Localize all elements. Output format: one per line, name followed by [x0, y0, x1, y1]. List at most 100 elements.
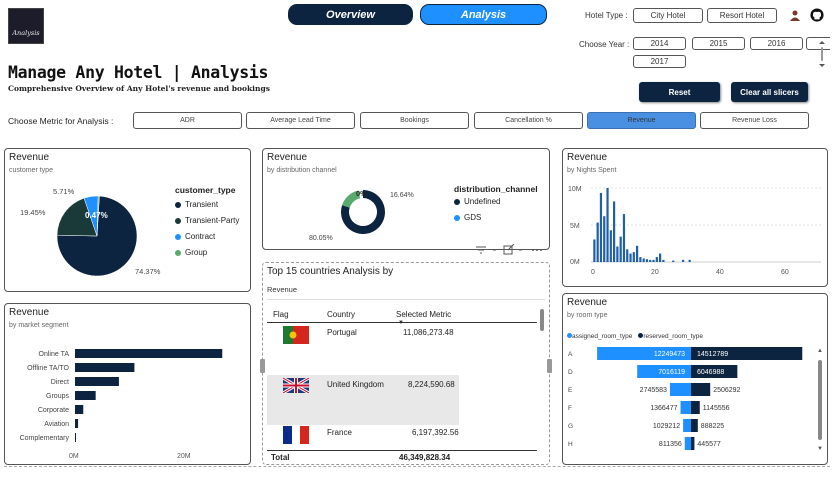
bar-corporate[interactable]: [75, 405, 84, 414]
nav-analysis-button[interactable]: Analysis: [420, 4, 547, 25]
value-label-reserved: 1145556: [703, 405, 730, 412]
table-row[interactable]: Portugal 11,086,273.48: [267, 323, 459, 373]
room-bar-chart[interactable]: A 12249473 14512789 D 7016119 6046988 E 2745583…: [563, 344, 827, 464]
page-bottom-divider: [4, 466, 830, 467]
bar-complementary[interactable]: [75, 433, 76, 442]
hist-bar[interactable]: [619, 236, 622, 262]
bar-aviation[interactable]: [75, 419, 79, 428]
hist-bar[interactable]: [655, 257, 658, 262]
hotel-type-resort[interactable]: Resort Hotel: [707, 8, 777, 23]
hist-bar[interactable]: [672, 260, 675, 262]
reset-button[interactable]: Reset: [639, 82, 720, 102]
col-flag[interactable]: Flag: [273, 310, 289, 319]
hist-bar[interactable]: [662, 259, 665, 262]
donut-slice-undefined[interactable]: [341, 190, 385, 234]
hist-bar[interactable]: [593, 239, 596, 262]
year-2014[interactable]: 2014: [633, 37, 686, 50]
metric-revenue-loss[interactable]: Revenue Loss: [700, 112, 809, 129]
pie-slice-transient-party[interactable]: [56, 197, 98, 237]
resize-handle-left[interactable]: [260, 359, 265, 373]
panel-subtitle: Revenue: [267, 285, 298, 294]
bar-groups[interactable]: [75, 391, 96, 400]
hist-bar[interactable]: [688, 259, 691, 262]
pie-slice-group[interactable]: [96, 195, 100, 237]
value-label-assigned: 7016119: [658, 369, 685, 376]
legend-contract[interactable]: Contract: [175, 232, 239, 241]
hist-bar[interactable]: [629, 253, 632, 262]
legend-title: customer_type: [175, 185, 236, 195]
legend-transient-party[interactable]: Transient-Party: [175, 216, 239, 225]
hist-bar[interactable]: [639, 257, 642, 262]
hist-bar[interactable]: [596, 222, 599, 262]
bar-assigned[interactable]: [684, 437, 691, 450]
table-row[interactable]: United Kingdom 8,224,590.68: [267, 375, 459, 425]
metric-lead-time[interactable]: Average Lead Time: [246, 112, 355, 129]
col-country[interactable]: Country: [327, 310, 356, 319]
user-icon[interactable]: [789, 9, 801, 21]
bar-reserved[interactable]: [691, 419, 698, 432]
hist-bar[interactable]: [599, 192, 603, 262]
nav-overview-button[interactable]: Overview: [288, 4, 413, 25]
bar-reserved[interactable]: [691, 383, 711, 396]
y-tick-5m: 5M: [570, 223, 580, 230]
legend-group[interactable]: Group: [175, 248, 239, 257]
focus-mode-icon: [503, 244, 515, 255]
legend-assigned[interactable]: assigned_room_type: [567, 333, 632, 340]
year-scrollbar[interactable]: [818, 39, 826, 69]
bar-assigned[interactable]: [597, 347, 691, 360]
distribution-donut[interactable]: 80.05% 16.64% 0%: [263, 179, 443, 249]
legend-transient[interactable]: Transient: [175, 200, 239, 209]
clear-slicers-button[interactable]: Clear all slicers: [731, 82, 808, 102]
hist-bar[interactable]: [636, 245, 639, 262]
hotel-type-city[interactable]: City Hotel: [633, 8, 703, 23]
table-row[interactable]: France 6,197,392.56: [267, 426, 459, 448]
metric-adr[interactable]: ADR: [133, 112, 242, 129]
hist-bar[interactable]: [659, 253, 662, 262]
year-2017[interactable]: 2017: [633, 55, 686, 68]
donut-slice-gds[interactable]: [342, 190, 361, 208]
year-2016[interactable]: 2016: [750, 37, 803, 50]
bar-reserved[interactable]: [691, 365, 738, 378]
bar-assigned[interactable]: [669, 383, 691, 396]
bar-reserved[interactable]: [691, 347, 803, 360]
year-2015[interactable]: 2015: [692, 37, 745, 50]
hist-bar[interactable]: [632, 252, 635, 262]
hist-bar[interactable]: [616, 246, 619, 262]
metric-cancellation[interactable]: Cancellation %: [474, 112, 583, 129]
github-icon[interactable]: [810, 8, 824, 22]
more-options-icon: [532, 249, 542, 251]
hist-bar[interactable]: [652, 259, 655, 262]
bar-assigned[interactable]: [680, 401, 691, 414]
hist-bar[interactable]: [649, 259, 652, 262]
bar-assigned[interactable]: [637, 365, 691, 378]
hist-bar[interactable]: [682, 259, 685, 262]
hist-bar[interactable]: [642, 258, 645, 262]
metric-bookings[interactable]: Bookings: [360, 112, 469, 129]
bar-assigned[interactable]: [683, 419, 691, 432]
table-scrollbar[interactable]: [540, 309, 544, 331]
nights-histogram[interactable]: 10M 5M 0M 0 20 40 60: [563, 179, 827, 285]
resize-handle-right[interactable]: [547, 359, 552, 373]
customer-type-pie[interactable]: 74.37% 19.45% 5.71% 0.47%: [5, 179, 175, 291]
legend-gds[interactable]: GDS: [454, 213, 538, 222]
bar-reserved[interactable]: [691, 401, 700, 414]
hist-bar[interactable]: [622, 214, 626, 262]
bar-direct[interactable]: [75, 377, 119, 386]
bar-online-ta[interactable]: [75, 349, 223, 358]
metric-revenue[interactable]: Revenue: [587, 112, 696, 129]
hist-bar[interactable]: [609, 230, 612, 262]
legend-reserved[interactable]: reserved_room_type: [638, 333, 703, 340]
market-bar-chart[interactable]: Online TA Offline TA/TO Direct Groups Corpor…: [5, 334, 250, 464]
hist-bar[interactable]: [603, 216, 606, 262]
bar-reserved[interactable]: [691, 437, 695, 450]
sort-desc-icon[interactable]: ▼: [398, 320, 404, 326]
legend-undefined[interactable]: Undefined: [454, 197, 538, 206]
hist-bar[interactable]: [613, 201, 616, 262]
room-scrollbar[interactable]: ▲ ▼: [817, 348, 823, 452]
col-selected-metric[interactable]: Selected Metric: [396, 310, 452, 319]
bar-offline-ta-to[interactable]: [75, 363, 135, 372]
hist-bar[interactable]: [645, 259, 649, 262]
visual-header-toolbar: [476, 244, 542, 255]
hist-bar[interactable]: [606, 188, 609, 262]
hist-bar[interactable]: [626, 249, 629, 262]
